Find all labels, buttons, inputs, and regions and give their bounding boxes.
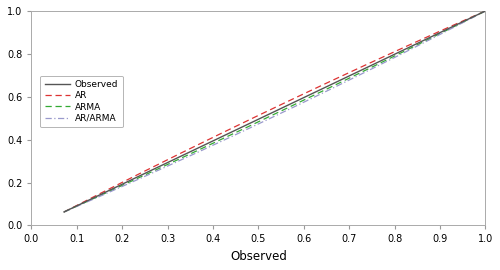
- X-axis label: Observed: Observed: [230, 250, 287, 263]
- Legend: Observed, AR, ARMA, AR/ARMA: Observed, AR, ARMA, AR/ARMA: [40, 76, 122, 127]
